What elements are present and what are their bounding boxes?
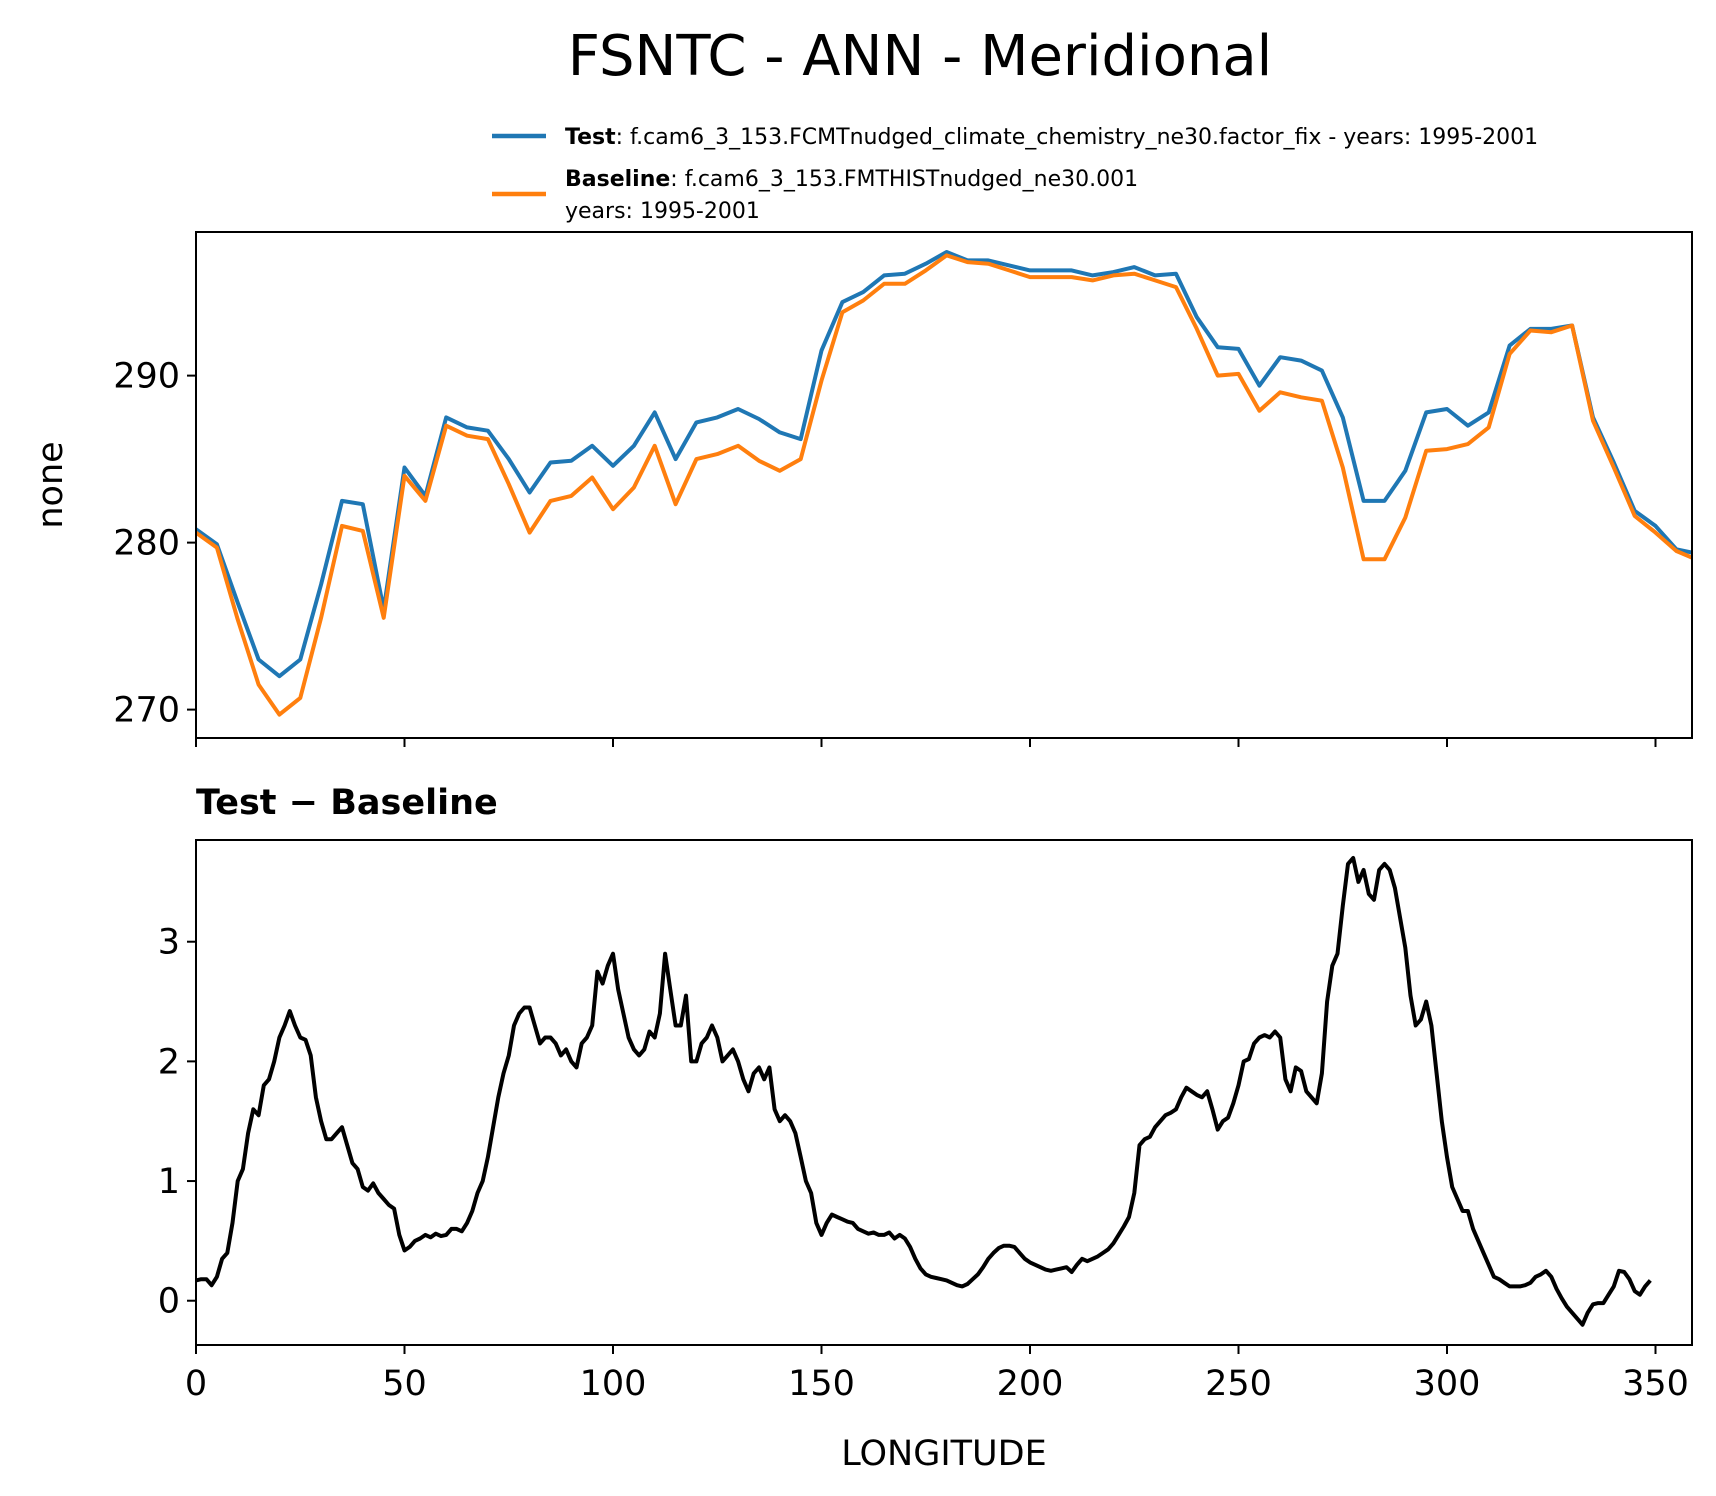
bottom-y-tick-label: 0 <box>158 1282 180 1322</box>
bottom-panel: Test − Baseline 0 1 2 3 0 50 100 150 200 250 300 3… <box>158 783 1693 1474</box>
x-tick-label: 200 <box>997 1364 1064 1404</box>
legend-baseline-bold: Baseline <box>565 167 670 192</box>
legend-baseline-years: years: 1995-2001 <box>565 199 760 224</box>
legend-test-text: : f.cam6_3_153.FCMTnudged_climate_chemis… <box>616 125 1539 150</box>
bottom-y-tick-label: 2 <box>158 1042 180 1082</box>
legend-test-label: Test: f.cam6_3_153.FCMTnudged_climate_ch… <box>565 125 1538 150</box>
legend-baseline-label: Baseline: f.cam6_3_153.FMTHISTnudged_ne3… <box>565 167 1138 192</box>
bottom-x-ticks: 0 50 100 150 200 250 300 350 <box>185 1345 1689 1404</box>
x-tick-label: 100 <box>580 1364 647 1404</box>
legend: Test: f.cam6_3_153.FCMTnudged_climate_ch… <box>492 125 1538 224</box>
top-series-group <box>194 250 1693 717</box>
x-tick-label: 250 <box>1205 1364 1272 1404</box>
x-axis-label: LONGITUDE <box>841 1434 1047 1474</box>
legend-test-bold: Test <box>565 125 616 150</box>
diff-series-group <box>195 856 1652 1327</box>
bottom-y-tick-label: 3 <box>158 923 180 963</box>
bottom-y-ticks: 0 1 2 3 <box>158 923 196 1322</box>
top-series-line-baseline <box>194 253 1693 717</box>
x-tick-label: 0 <box>185 1364 207 1404</box>
figure-title: FSNTC - ANN - Meridional <box>568 24 1272 89</box>
x-tick-label: 300 <box>1414 1364 1481 1404</box>
top-x-ticks <box>195 738 1657 747</box>
top-panel: 270 280 290 none <box>31 231 1693 747</box>
top-y-tick-label: 280 <box>113 524 180 564</box>
top-y-tick-label: 290 <box>113 357 180 397</box>
bottom-y-tick-label: 1 <box>158 1162 180 1202</box>
top-axes-frame <box>195 231 1693 739</box>
x-tick-label: 350 <box>1622 1364 1689 1404</box>
diff-panel-title: Test − Baseline <box>196 783 498 823</box>
top-y-tick-label: 270 <box>113 691 180 731</box>
top-y-ticks: 270 280 290 <box>113 357 196 731</box>
top-y-axis-label: none <box>31 441 71 528</box>
bottom-series-line-diff <box>195 856 1652 1327</box>
top-series-line-test <box>194 250 1693 679</box>
x-tick-label: 50 <box>382 1364 427 1404</box>
x-tick-label: 150 <box>788 1364 855 1404</box>
legend-baseline-text: : f.cam6_3_153.FMTHISTnudged_ne30.001 <box>670 167 1138 192</box>
bottom-axes-frame <box>195 839 1693 1346</box>
